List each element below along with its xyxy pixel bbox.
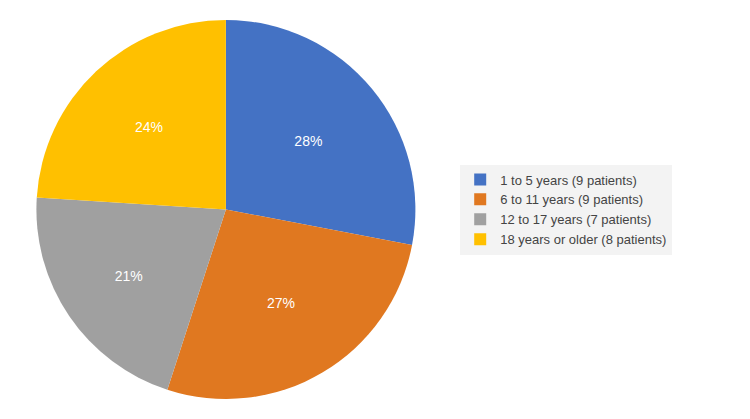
svg-text:27%: 27% [267, 295, 295, 311]
svg-text:18 years or older (8 patients): 18 years or older (8 patients) [500, 232, 666, 247]
svg-text:28%: 28% [294, 133, 322, 149]
svg-text:21%: 21% [115, 268, 143, 284]
svg-text:12 to 17 years (7 patients): 12 to 17 years (7 patients) [500, 212, 651, 227]
svg-text:6 to 11 years (9 patients): 6 to 11 years (9 patients) [500, 192, 643, 207]
svg-text:1 to 5 years (9 patients): 1 to 5 years (9 patients) [500, 173, 637, 188]
svg-text:24%: 24% [135, 119, 163, 135]
